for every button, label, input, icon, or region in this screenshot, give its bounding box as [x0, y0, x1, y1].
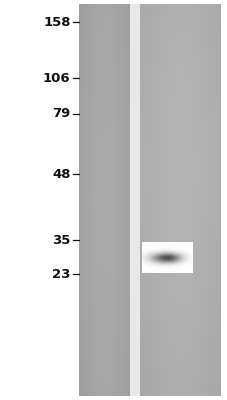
Text: 35: 35	[52, 234, 70, 246]
Text: 48: 48	[52, 168, 70, 180]
Bar	[129, 4, 140, 396]
Text: 106: 106	[43, 72, 70, 84]
Text: 158: 158	[43, 16, 70, 28]
Text: 23: 23	[52, 268, 70, 280]
Text: 79: 79	[52, 108, 70, 120]
